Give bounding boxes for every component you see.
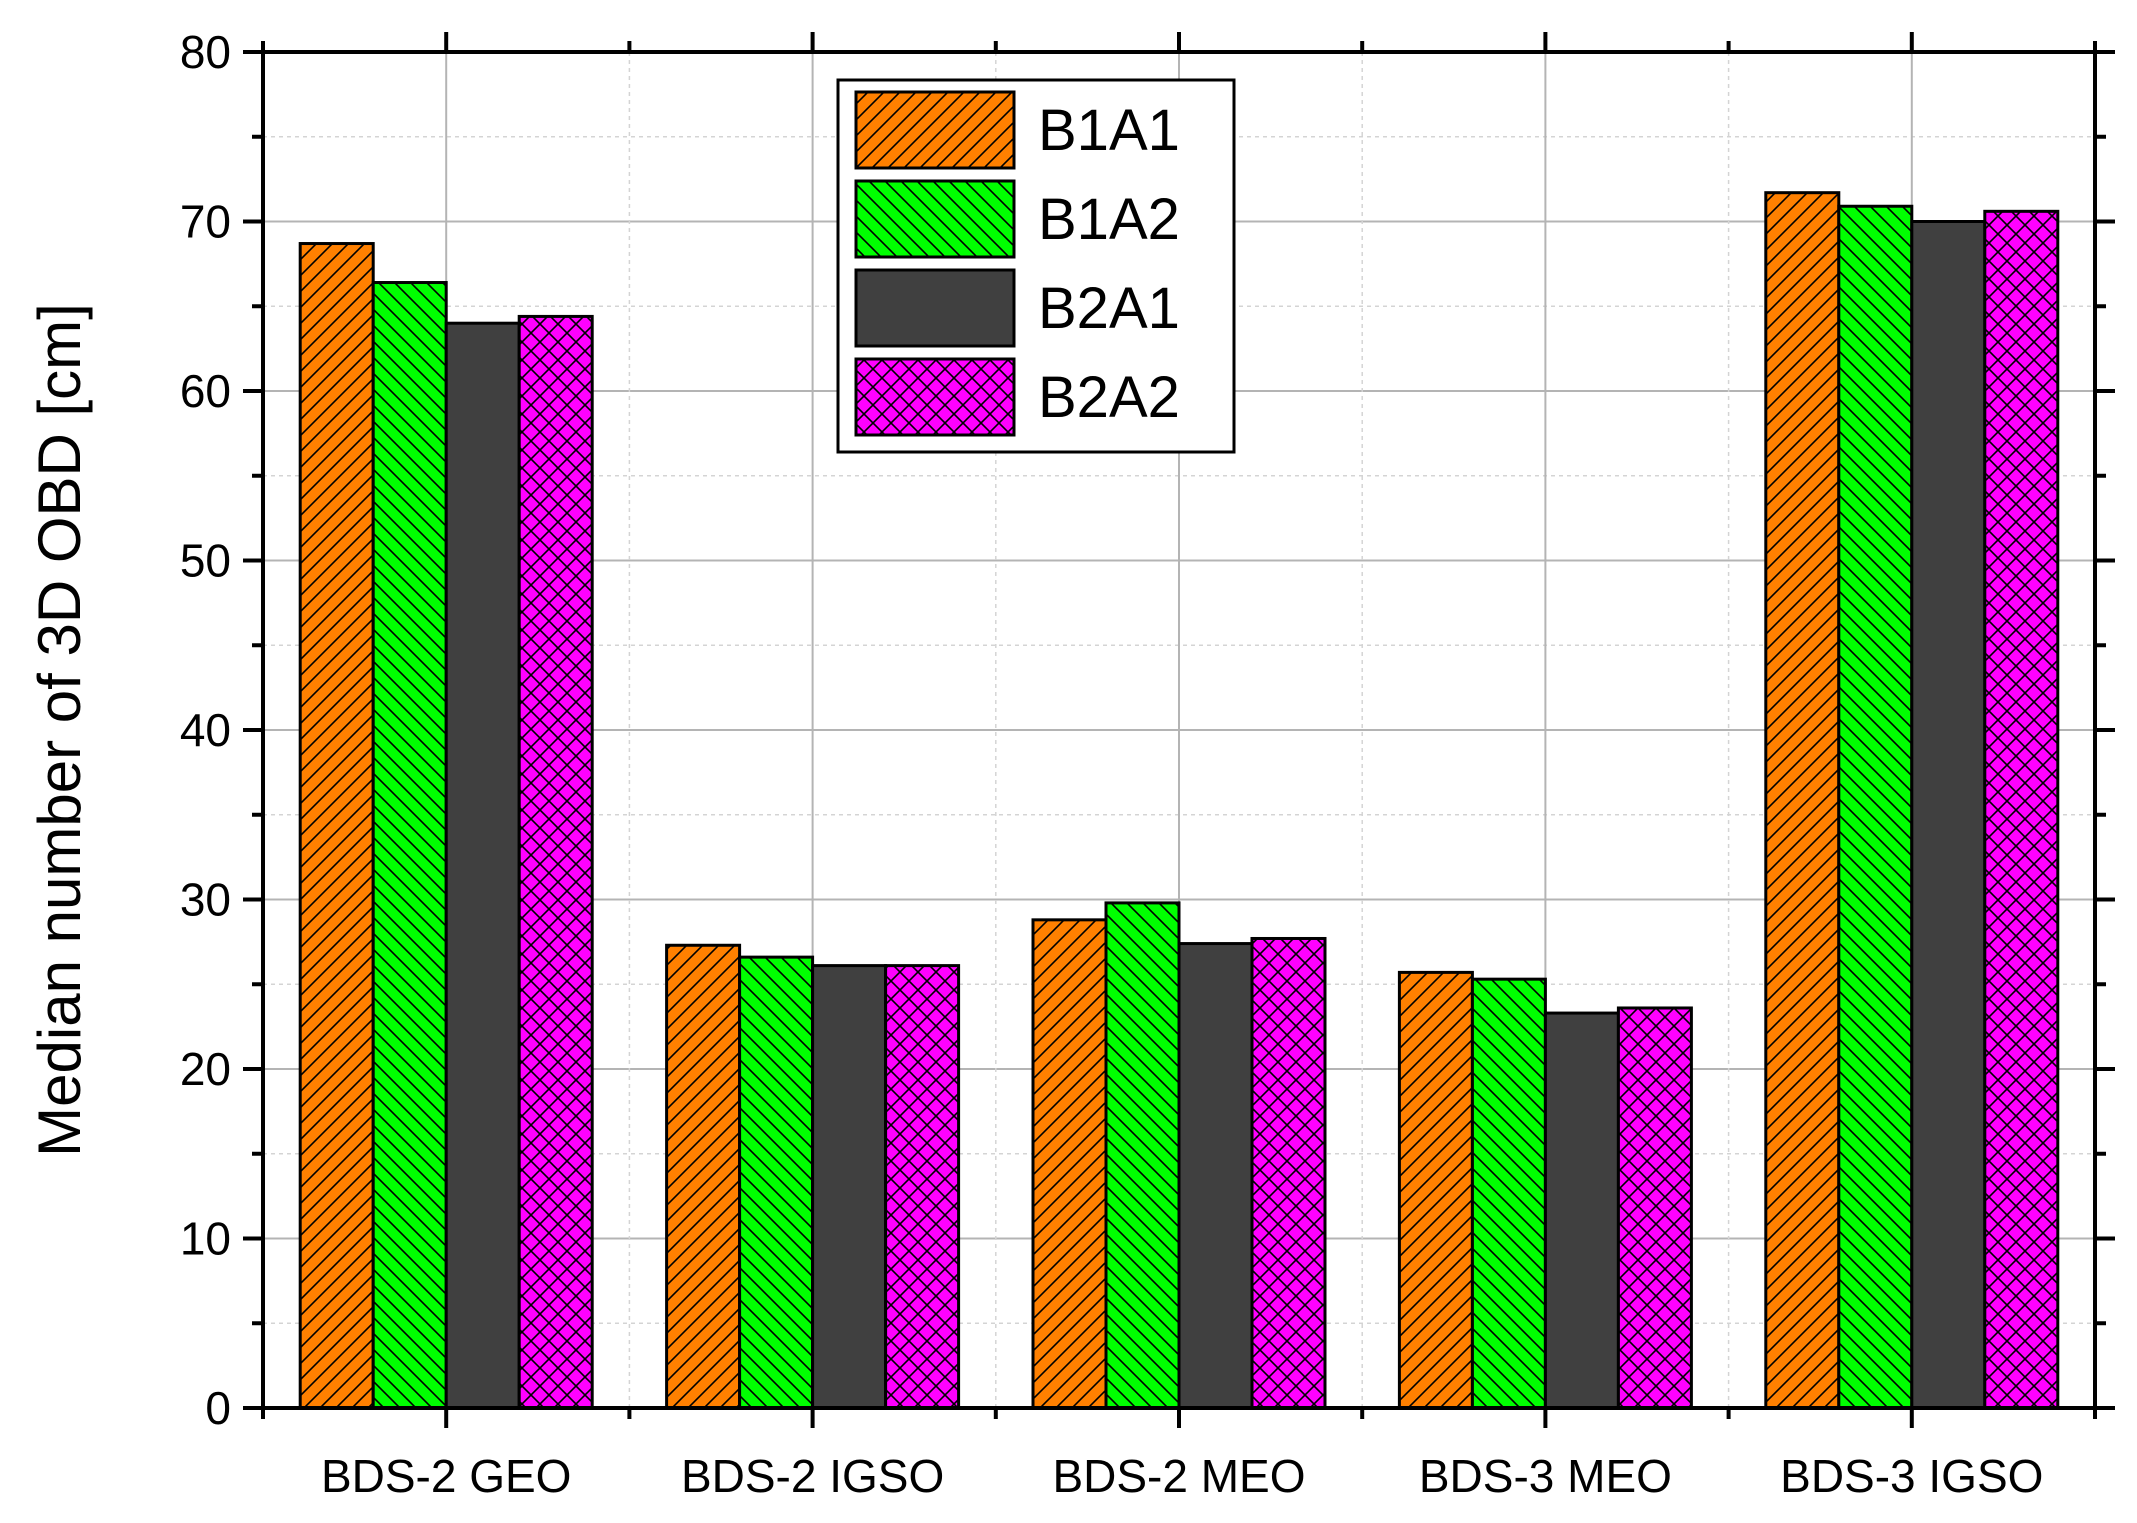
bar-b1a1 [1397, 970, 1474, 1410]
bar-b2a2 [517, 314, 594, 1410]
legend-swatch-b1a2 [854, 179, 1016, 259]
bar-b1a1 [1031, 918, 1108, 1410]
y-tick-label: 60 [180, 365, 231, 417]
x-tick-label: BDS-3 MEO [1419, 1450, 1672, 1502]
axis-ticks [243, 32, 2115, 1428]
x-tick-label: BDS-2 GEO [321, 1450, 572, 1502]
bar-b1a2 [1837, 204, 1914, 1410]
y-axis-title: Median number of 3D OBD [cm] [26, 303, 93, 1157]
legend: B1A1 B1A2 B2A1 B2A2 [836, 78, 1236, 454]
tick-labels: 0 10 20 30 40 50 60 70 80 BDS-2 GEO BDS-2 IGSO BDS-… [180, 26, 2044, 1502]
bar-b2a1 [444, 321, 521, 1410]
bar-b2a1 [1543, 1011, 1620, 1410]
y-tick-label: 30 [180, 874, 231, 926]
legend-label-b1a2: B1A2 [1038, 187, 1180, 252]
y-tick-label: 10 [180, 1213, 231, 1265]
legend-swatch-b2a1 [854, 268, 1016, 348]
bar-b1a2 [1470, 977, 1547, 1410]
y-tick-label: 50 [180, 535, 231, 587]
bar-b1a2 [371, 281, 448, 1410]
legend-label-b2a1: B2A1 [1038, 276, 1180, 341]
bar-b1a2 [738, 955, 815, 1410]
x-tick-label: BDS-3 IGSO [1780, 1450, 2043, 1502]
legend-swatch-b1a1 [854, 90, 1016, 170]
legend-label-b1a1: B1A1 [1038, 98, 1180, 163]
bars [298, 191, 2060, 1410]
x-tick-label: BDS-2 IGSO [681, 1450, 944, 1502]
legend-swatch-b2a2 [854, 357, 1016, 437]
bar-b2a1 [1910, 220, 1987, 1410]
y-tick-label: 70 [180, 196, 231, 248]
bar-b2a2 [1250, 936, 1327, 1410]
y-tick-label: 40 [180, 704, 231, 756]
bar-b2a1 [1177, 942, 1254, 1410]
bar-b1a1 [1764, 191, 1841, 1410]
x-tick-label: BDS-2 MEO [1052, 1450, 1305, 1502]
bar-b2a2 [1616, 1006, 1693, 1410]
legend-label-b2a2: B2A2 [1038, 365, 1180, 430]
bar-b2a2 [884, 964, 961, 1410]
y-tick-label: 80 [180, 26, 231, 78]
bar-b2a1 [811, 964, 888, 1410]
bar-b1a2 [1104, 901, 1181, 1410]
bar-b1a1 [298, 242, 375, 1410]
bar-b2a2 [1983, 209, 2060, 1410]
y-tick-label: 20 [180, 1043, 231, 1095]
y-tick-label: 0 [205, 1382, 231, 1434]
bar-b1a1 [665, 943, 742, 1410]
